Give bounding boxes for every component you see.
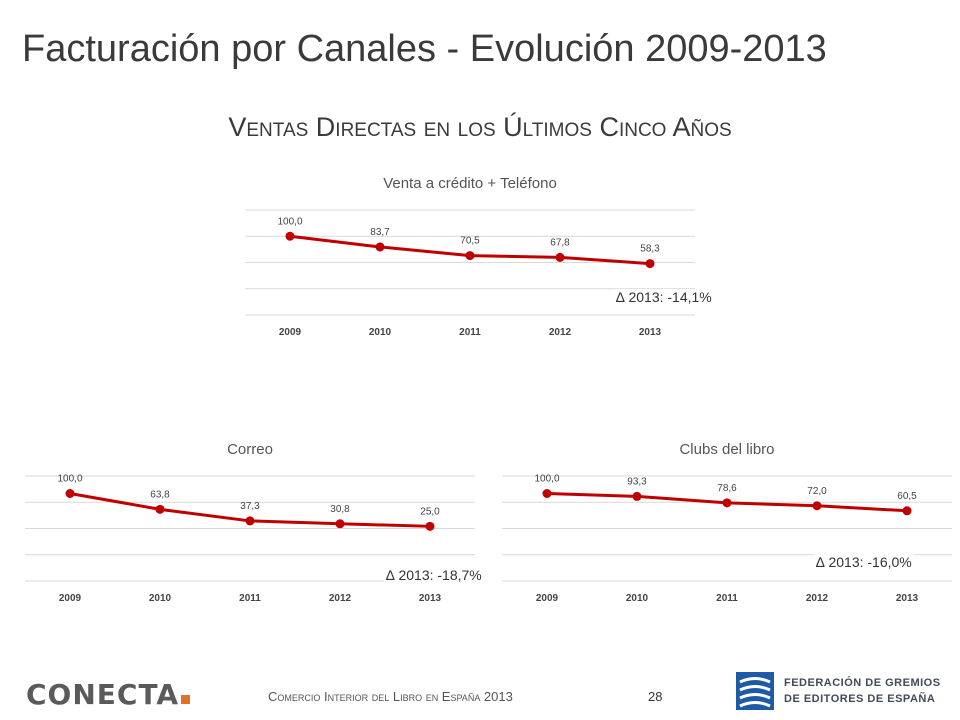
chart-title-clubs: Clubs del libro (679, 441, 775, 458)
conecta-logo: CONECTA (26, 680, 206, 710)
data-label: 100,0 (534, 474, 559, 485)
x-tick-label: 2009 (536, 593, 559, 604)
x-tick-label: 2011 (716, 593, 738, 604)
page-number: 28 (648, 689, 663, 704)
fge-emblem-icon (736, 672, 774, 710)
data-point (632, 491, 642, 501)
x-tick-label: 2012 (549, 327, 572, 338)
delta-clubs: ∆ 2013: -16,0% (814, 554, 914, 570)
data-label: 67,8 (550, 237, 570, 248)
data-point (722, 498, 732, 508)
data-point (425, 521, 435, 531)
delta-credito: ∆ 2013: -14,1% (614, 289, 714, 305)
x-tick-label: 2010 (626, 593, 649, 604)
chart-clubs: 100,0 2009 93,3 2010 78,6 2011 72,0 2012 60,5 201… (502, 474, 952, 604)
data-point (245, 516, 255, 526)
data-label: 100,0 (57, 474, 82, 485)
x-tick-label: 2013 (896, 593, 919, 604)
data-label: 93,3 (627, 476, 647, 487)
x-tick-label: 2012 (329, 593, 352, 604)
footer-text: Comercio Interior del Libro en España 20… (268, 689, 513, 704)
data-point (542, 489, 552, 498)
x-tick-label: 2013 (419, 593, 442, 604)
data-point (465, 251, 475, 261)
data-point (285, 231, 295, 241)
conecta-logo-text: CONECTA (26, 678, 180, 711)
data-point (65, 489, 75, 498)
data-point (555, 252, 565, 262)
x-tick-label: 2009 (279, 327, 302, 338)
chart-title-correo: Correo (227, 441, 273, 458)
data-point (902, 506, 912, 516)
data-label: 83,7 (370, 227, 390, 238)
fge-logo: FEDERACIÓN DE GREMIOS DE EDITORES DE ESP… (736, 672, 940, 712)
x-tick-label: 2009 (59, 593, 82, 604)
data-label: 25,0 (420, 506, 440, 517)
fge-line2: DE EDITORES DE ESPAÑA (784, 693, 936, 705)
data-label: 78,6 (717, 483, 737, 494)
x-tick-label: 2010 (369, 327, 392, 338)
delta-correo: ∆ 2013: -18,7% (384, 567, 484, 583)
data-label: 100,0 (277, 216, 302, 227)
data-point (335, 519, 345, 529)
chart-correo: 100,0 2009 63,8 2010 37,3 2011 30,8 2012 25,0 201… (25, 474, 475, 604)
conecta-logo-dot (181, 695, 191, 704)
data-point (645, 259, 655, 269)
x-tick-label: 2012 (806, 593, 829, 604)
page-subtitle: Ventas Directas en los Últimos Cinco Año… (228, 112, 732, 142)
data-label: 37,3 (240, 501, 260, 512)
chart-title-credito: Venta a crédito + Teléfono (383, 175, 557, 192)
data-point (155, 504, 165, 514)
x-tick-label: 2010 (149, 593, 172, 604)
data-label: 30,8 (330, 504, 350, 515)
data-label: 70,5 (460, 236, 480, 247)
chart-credito: 100,0 2009 83,7 2010 70,5 2011 67,8 2012 58,3 201… (245, 209, 695, 338)
page-title: Facturación por Canales - Evolución 2009… (22, 28, 827, 70)
data-label: 63,8 (150, 489, 170, 500)
x-tick-label: 2013 (639, 327, 662, 338)
data-label: 72,0 (807, 486, 827, 497)
x-tick-label: 2011 (459, 327, 481, 338)
data-point (375, 242, 385, 252)
x-tick-label: 2011 (239, 593, 261, 604)
data-label: 60,5 (897, 491, 917, 502)
fge-line1: FEDERACIÓN DE GREMIOS (784, 677, 941, 689)
data-point (812, 501, 822, 511)
data-label: 58,3 (640, 244, 660, 255)
fge-logo-text: FEDERACIÓN DE GREMIOS DE EDITORES DE ESP… (784, 675, 941, 707)
